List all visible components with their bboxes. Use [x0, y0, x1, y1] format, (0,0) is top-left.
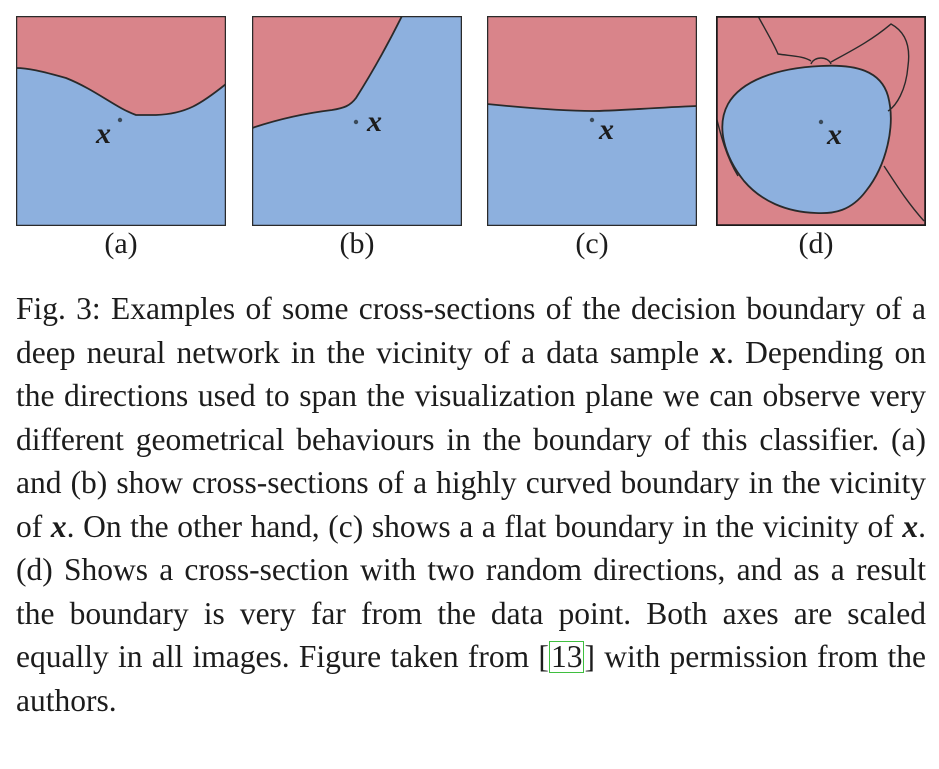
- panel-d-frame: [716, 16, 926, 226]
- caption-text-4: . (d) Shows a cross-section with two ran…: [16, 508, 926, 675]
- caption-text-2: . Depending on the directions used to sp…: [16, 334, 926, 544]
- panel-d: [716, 16, 926, 226]
- panel-a-point-label: x: [96, 117, 111, 150]
- panel-c: [487, 16, 697, 226]
- panel-b-frame: [252, 16, 462, 226]
- panel-d-boundary-5: [883, 165, 925, 222]
- panel-a-frame: [16, 16, 226, 226]
- panel-b-plot: [252, 16, 462, 226]
- panel-a-plot: [16, 16, 226, 226]
- panel-b-region-red: [252, 16, 402, 128]
- panel-c-label: (c): [575, 227, 609, 260]
- panel-b-boundary: [252, 16, 403, 129]
- panel-a-boundary: [16, 67, 226, 116]
- panel-b-label: (b): [339, 227, 375, 260]
- panel-c-frame: [487, 16, 697, 226]
- panel-d-plot: [716, 16, 926, 226]
- panel-d-region-blue: [721, 64, 892, 215]
- panel-c-boundary: [487, 103, 697, 112]
- panel-a-label: (a): [104, 227, 138, 260]
- panel-d-point-label: x: [827, 118, 842, 151]
- citation-link[interactable]: 13: [548, 639, 585, 674]
- panel-c-region-red: [487, 16, 697, 111]
- panel-b-data-point: [353, 119, 359, 125]
- figure-caption: Fig. 3: Examples of some cross-sections …: [16, 287, 926, 722]
- caption-math-x-1: x: [710, 334, 727, 370]
- panel-d-boundary-2: [810, 57, 832, 65]
- panel-a-region-red: [16, 16, 226, 115]
- panel-d-label: (d): [798, 227, 834, 260]
- panel-a: [16, 16, 226, 226]
- panel-c-data-point: [589, 117, 595, 123]
- caption-math-x-3: x: [902, 508, 919, 544]
- caption-math-x-2: x: [50, 508, 67, 544]
- panel-d-boundary-3: [830, 23, 910, 112]
- caption-text-3: . On the other hand, (c) shows a a flat …: [66, 508, 903, 544]
- caption-text-5: ] with permission from the authors.: [16, 639, 926, 718]
- caption-text-1: Fig. 3: Examples of some cross-sections …: [16, 291, 926, 370]
- panel-d-data-point: [818, 119, 824, 125]
- panel-c-point-label: x: [599, 113, 614, 146]
- panel-b-point-label: x: [367, 105, 382, 138]
- figure: x (a) x (b) x (c): [0, 0, 939, 270]
- panel-a-data-point: [117, 117, 123, 123]
- panel-b: [252, 16, 462, 226]
- panel-c-plot: [487, 16, 697, 226]
- panel-d-boundary-1: [757, 16, 812, 62]
